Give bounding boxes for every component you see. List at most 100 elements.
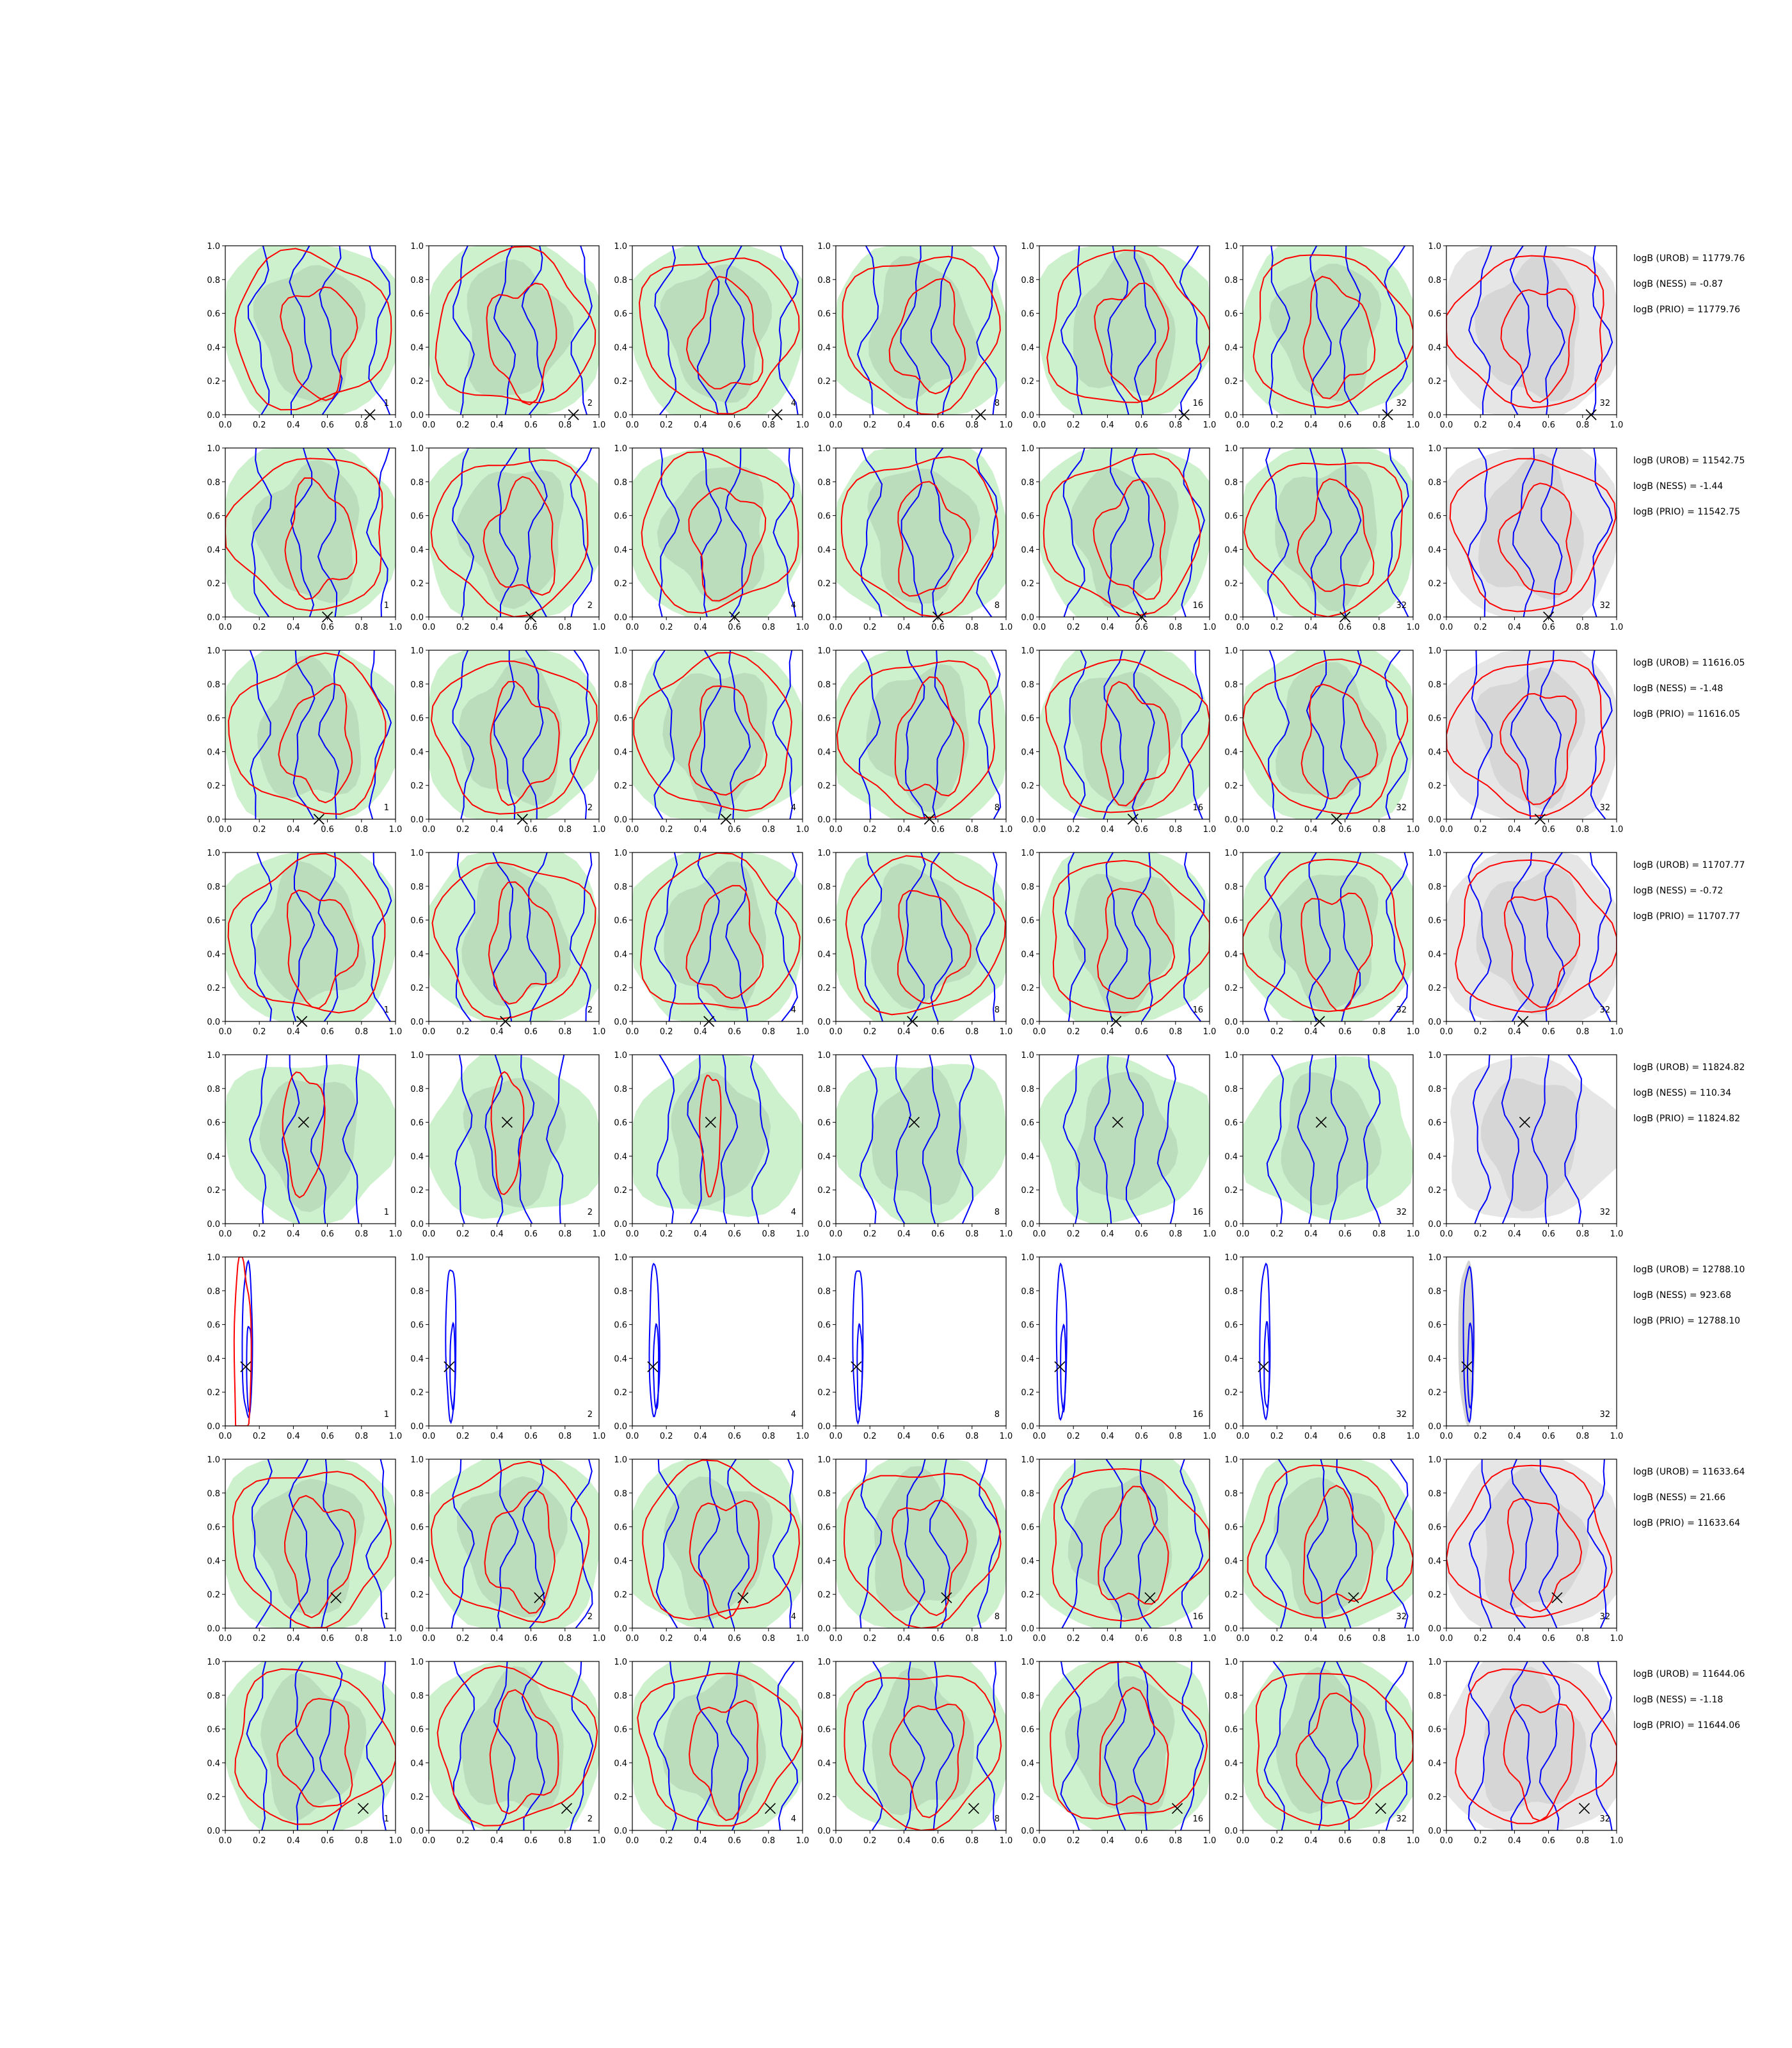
contour-line-blue: [1501, 1055, 1520, 1224]
x-tick-label: 0.6: [321, 1027, 334, 1037]
panel-count-label: 8: [995, 601, 1000, 611]
panel-frame: [1446, 1054, 1617, 1224]
x-tick-label: 0.0: [219, 1027, 232, 1037]
contour-line-red: [889, 1703, 965, 1818]
contour-line-blue: [1468, 1661, 1490, 1830]
x-tick-label: 0.8: [1576, 1836, 1589, 1846]
panel-count-label: 8: [995, 803, 1000, 813]
y-tick-label: 1.0: [410, 1253, 424, 1263]
y-tick-label: 0.2: [817, 579, 831, 589]
x-tick-label: 0.6: [728, 1432, 741, 1441]
contour-line-red: [486, 282, 557, 406]
contour-line-blue: [1539, 1661, 1561, 1830]
contour-line-blue: [1564, 1055, 1582, 1224]
contour-line-blue: [493, 246, 516, 415]
y-tick-label: 0.8: [1428, 1287, 1441, 1297]
x-tick-label: 0.2: [863, 1634, 877, 1644]
y-tick-label: 0.2: [410, 1388, 424, 1398]
panel-count-label: 32: [1599, 399, 1610, 408]
contour-line-blue: [319, 1661, 343, 1830]
x-tick-label: 0.4: [897, 1836, 911, 1846]
x-tick-label: 0.2: [1270, 623, 1284, 632]
y-tick-label: 0.2: [410, 1186, 424, 1196]
contour-line-red: [1503, 1703, 1574, 1822]
x-tick-label: 0.0: [1440, 825, 1453, 835]
x-tick-label: 0.8: [1576, 420, 1589, 430]
density-fill-inner: [1070, 671, 1183, 810]
panel-count-label: 8: [995, 1005, 1000, 1015]
contour-line-red: [234, 1668, 396, 1825]
x-tick-label: 1.0: [1203, 1432, 1217, 1441]
y-tick-label: 1.0: [1021, 242, 1034, 252]
y-tick-label: 0.8: [817, 1287, 831, 1297]
density-fill-inner: [467, 259, 575, 397]
y-tick-label: 0.4: [1428, 1354, 1441, 1364]
contour-line-blue: [1335, 1459, 1357, 1628]
x-tick-label: 0.8: [965, 420, 979, 430]
panel-count-label: 32: [1396, 399, 1407, 408]
contour-line-blue: [1531, 1055, 1550, 1224]
contour-line-red: [1098, 1485, 1169, 1605]
x-tick-label: 0.0: [626, 1027, 639, 1037]
x-tick-label: 1.0: [593, 825, 606, 835]
contour-line-blue: [288, 1459, 311, 1628]
y-tick-label: 0.0: [1224, 1624, 1238, 1634]
panel-plot-area: [1446, 448, 1617, 617]
y-tick-label: 0.0: [207, 1624, 220, 1634]
x-tick-label: 0.0: [422, 1229, 436, 1239]
x-tick-label: 0.8: [558, 1634, 572, 1644]
y-tick-label: 0.4: [1021, 950, 1034, 959]
y-tick-label: 0.8: [207, 1085, 220, 1094]
x-tick-label: 0.4: [1304, 1229, 1318, 1239]
contour-line-blue: [251, 448, 273, 617]
y-tick-label: 1.0: [1428, 1051, 1441, 1060]
y-tick-label: 0.4: [1428, 1759, 1441, 1768]
x-tick-label: 0.0: [829, 1027, 843, 1037]
x-tick-label: 0.0: [219, 825, 232, 835]
x-tick-label: 0.6: [931, 1229, 945, 1239]
contour-line-red: [284, 1494, 356, 1619]
x-tick-label: 0.0: [422, 1432, 436, 1441]
x-tick-label: 0.2: [1474, 1634, 1487, 1644]
panel-count-label: 1: [384, 1005, 389, 1015]
x-tick-label: 0.8: [355, 1027, 368, 1037]
y-tick-label: 0.0: [1021, 1624, 1034, 1634]
contour-line-blue: [1510, 852, 1534, 1021]
x-tick-label: 1.0: [1203, 623, 1217, 632]
x-tick-label: 1.0: [1000, 1634, 1013, 1644]
x-tick-label: 0.0: [1033, 825, 1046, 835]
panel-count-label: 4: [791, 1410, 796, 1420]
x-tick-label: 0.8: [762, 1836, 775, 1846]
true-value-marker: [1578, 1803, 1590, 1814]
y-tick-label: 0.0: [410, 1827, 424, 1836]
y-tick-label: 0.6: [614, 714, 627, 724]
contour-panel: 0.00.0 0.2 0.2 0.4 0.4 0.6 0.6 0.8 0.8 1.0 1.0 8: [817, 444, 1012, 632]
y-tick-label: 0.2: [614, 1793, 627, 1802]
x-tick-label: 0.8: [558, 420, 572, 430]
logb-stat: logB (UROB) = 12788.10: [1633, 1265, 1745, 1275]
y-tick-label: 0.2: [614, 377, 627, 387]
panel-plot-area: [225, 852, 396, 1021]
y-tick-label: 0.6: [1428, 714, 1441, 724]
y-tick-label: 1.0: [1224, 444, 1238, 454]
y-tick-label: 0.4: [817, 343, 831, 353]
y-tick-label: 1.0: [1428, 1658, 1441, 1667]
contour-line-red: [688, 685, 768, 796]
contour-line-blue: [749, 1055, 770, 1224]
contour-line-blue: [1384, 246, 1408, 415]
panel-count-label: 32: [1599, 1814, 1610, 1824]
panel-count-label: 4: [791, 1612, 796, 1622]
contour-line-blue: [1181, 650, 1203, 819]
panel-plot-area: [225, 246, 396, 415]
true-value-marker: [561, 1803, 573, 1814]
y-tick-label: 0.6: [614, 1119, 627, 1128]
x-tick-label: 0.0: [626, 1836, 639, 1846]
x-tick-label: 0.4: [897, 825, 911, 835]
true-value-marker: [534, 1592, 545, 1604]
contour-panel: 0.00.0 0.2 0.2 0.4 0.4 0.6 0.6 0.8 0.8 1.0 1.0 8: [817, 849, 1012, 1037]
y-tick-label: 1.0: [1021, 1253, 1034, 1263]
y-tick-label: 1.0: [614, 1253, 627, 1263]
x-tick-label: 0.2: [1474, 420, 1487, 430]
panel-plot-area: [836, 246, 1006, 415]
contour-panel: 0.00.0 0.2 0.2 0.4 0.4 0.6 0.6 0.8 0.8 1.0 1.0 32: [1224, 849, 1420, 1037]
